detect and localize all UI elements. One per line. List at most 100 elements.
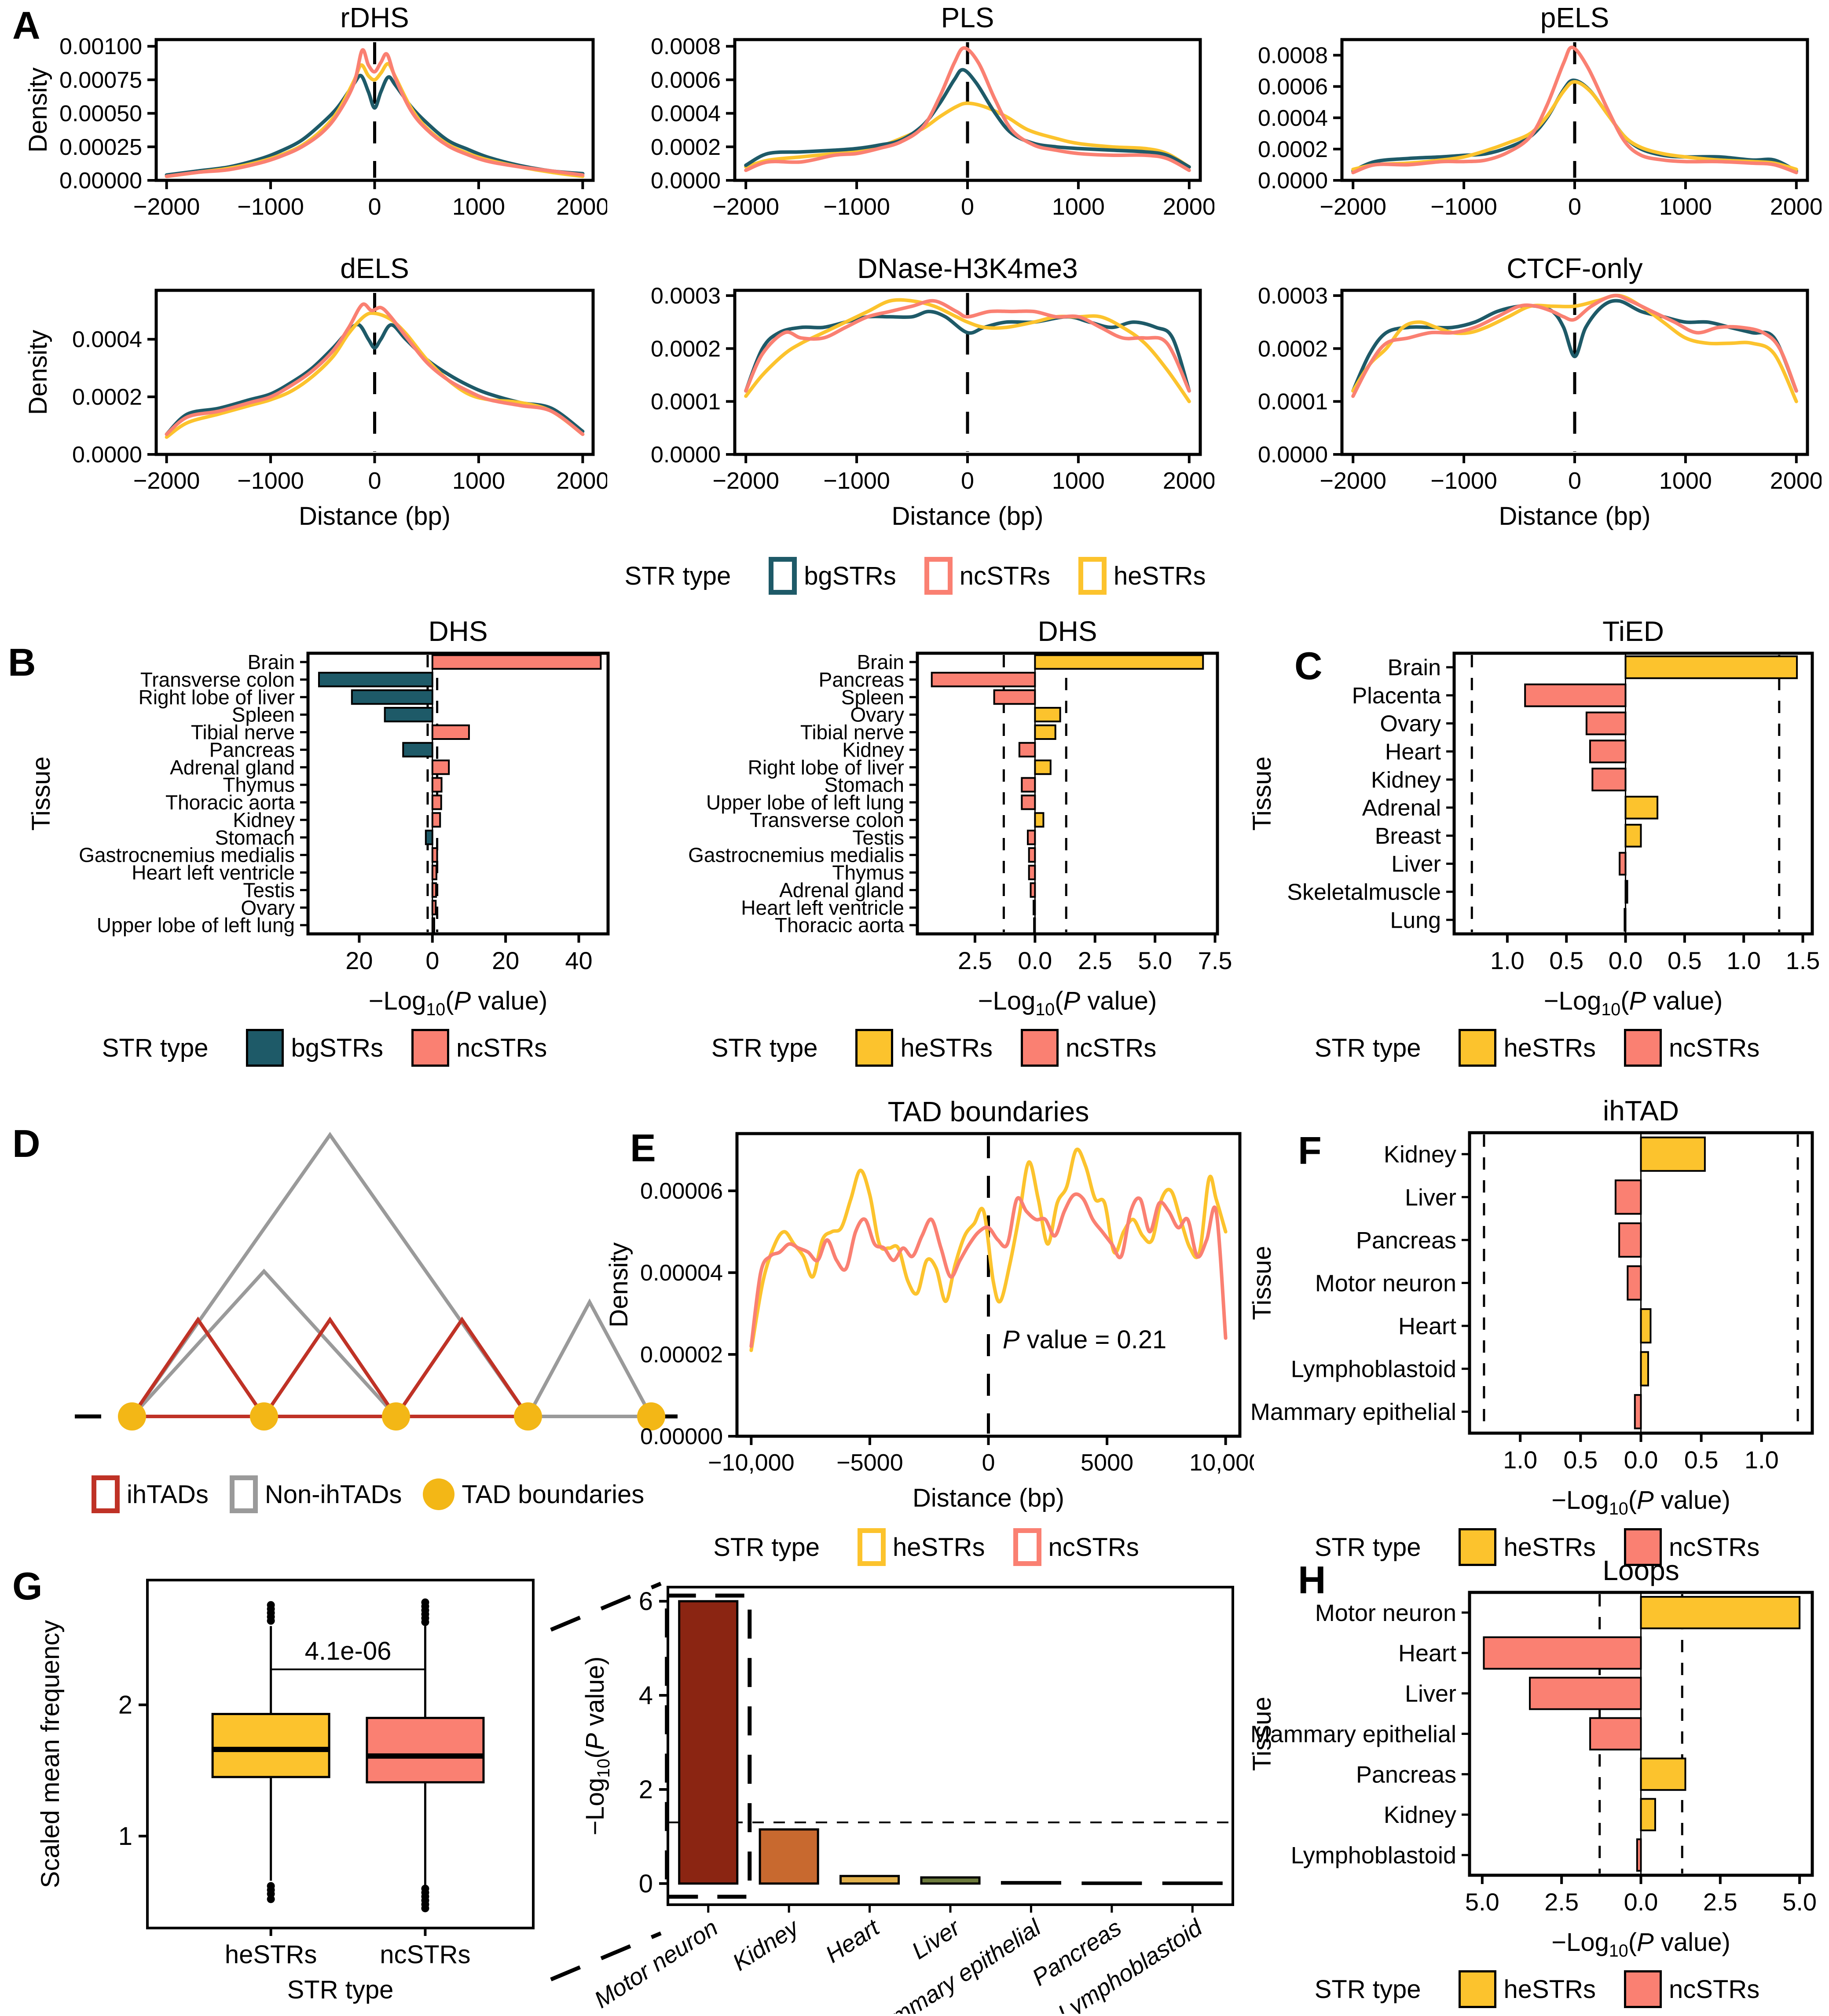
svg-text:0.0002: 0.0002 xyxy=(1258,137,1328,162)
svg-text:0.0002: 0.0002 xyxy=(651,135,721,160)
panel-b-dhs2: DHS Brain Pancreas Spleen Ovary Tibial nerve K… xyxy=(634,618,1234,1067)
svg-text:4: 4 xyxy=(639,1681,653,1710)
legend-label: heSTRs xyxy=(892,1533,985,1562)
svg-text:5000: 5000 xyxy=(1081,1449,1133,1476)
svg-text:0.5: 0.5 xyxy=(1549,947,1583,974)
legend-label: heSTRs xyxy=(900,1033,993,1062)
svg-text:−2000: −2000 xyxy=(1320,468,1386,494)
legend-label: heSTRs xyxy=(1503,1033,1596,1062)
legend-item-ncSTRs: ncSTRs xyxy=(1624,1528,1759,1566)
svg-text:Breast: Breast xyxy=(1375,823,1441,849)
bar-Pancreas xyxy=(1618,1222,1642,1258)
tad-schematic xyxy=(75,1132,691,1431)
ncSTRs-swatch xyxy=(1624,1029,1662,1067)
svg-text:Ovary: Ovary xyxy=(1380,711,1441,737)
svg-text:heSTRs: heSTRs xyxy=(225,1940,317,1969)
svg-text:0: 0 xyxy=(961,194,974,220)
svg-text:DHS: DHS xyxy=(428,618,487,647)
svg-text:Testis: Testis xyxy=(243,878,295,901)
svg-text:Brain: Brain xyxy=(857,651,904,673)
str-type-legend-b1: STR type bgSTRs ncSTRs xyxy=(102,1029,547,1067)
svg-text:Lung: Lung xyxy=(1390,907,1441,933)
svg-text:Pancreas: Pancreas xyxy=(209,738,295,761)
svg-text:1.0: 1.0 xyxy=(1490,947,1525,974)
svg-text:Heart left ventricle: Heart left ventricle xyxy=(741,896,904,919)
bar-Tibial nerve xyxy=(1034,724,1056,740)
series-bgSTRs xyxy=(165,322,585,436)
svg-text:Pancreas: Pancreas xyxy=(1356,1761,1456,1788)
bar-Lymphoblastoid xyxy=(1640,1351,1649,1387)
svg-text:Liver: Liver xyxy=(1405,1184,1456,1211)
svg-text:2000: 2000 xyxy=(1163,468,1214,494)
svg-text:Mammary epithelial: Mammary epithelial xyxy=(1250,1399,1456,1425)
series-ncSTRs xyxy=(165,48,585,178)
svg-text:−1000: −1000 xyxy=(1430,468,1497,494)
svg-text:0: 0 xyxy=(1568,194,1581,220)
svg-text:−Log10(P value): −Log10(P value) xyxy=(581,1657,613,1836)
svg-text:Adrenal gland: Adrenal gland xyxy=(170,756,295,779)
bar-Stomach xyxy=(425,830,433,845)
bar-Right lobe of liver xyxy=(1034,759,1052,775)
bar-Heart xyxy=(1640,1308,1652,1344)
svg-text:Loops: Loops xyxy=(1602,1557,1679,1586)
svg-text:2: 2 xyxy=(118,1691,132,1720)
legend-item-heSTRs: heSTRs xyxy=(1459,1029,1596,1067)
svg-text:5.0: 5.0 xyxy=(1465,1888,1499,1916)
legend-item-bgSTRs: bgSTRs xyxy=(246,1029,383,1067)
svg-text:Pancreas: Pancreas xyxy=(819,668,904,691)
series-heSTRs xyxy=(165,62,585,178)
loops-bar-chart: Loops Motor neuron Heart Liver Mammary epith… xyxy=(1248,1557,1817,1961)
svg-text:0.0: 0.0 xyxy=(1624,1888,1658,1916)
bar-Tibial nerve xyxy=(431,724,470,740)
svg-text:0.0004: 0.0004 xyxy=(1258,106,1328,131)
bar-Transverse colon xyxy=(1034,812,1045,828)
svg-text:Transverse colon: Transverse colon xyxy=(140,668,295,691)
bar-Upper lobe of left lung xyxy=(1021,794,1036,810)
svg-text:2000: 2000 xyxy=(556,194,607,220)
panel-a-dels-plot: dELS 0.0000 0.0002 0.0004 −2000 −1000 0 1000 200… xyxy=(18,254,607,545)
svg-text:0.0006: 0.0006 xyxy=(651,67,721,93)
bar-Thoracic aorta xyxy=(431,794,442,810)
svg-text:0.5: 0.5 xyxy=(1668,947,1702,974)
legend-item-Non-ihTADs: Non-ihTADs xyxy=(229,1475,402,1513)
svg-text:Heart: Heart xyxy=(821,1914,885,1968)
ncSTRs-swatch xyxy=(1624,1970,1662,2008)
legend-item-bgSTRs: bgSTRs xyxy=(769,557,896,595)
svg-text:0.0004: 0.0004 xyxy=(651,101,721,127)
svg-text:Kidney: Kidney xyxy=(1384,1142,1456,1168)
bar-Ovary xyxy=(1585,711,1627,735)
bar-Spleen xyxy=(993,689,1036,705)
svg-text:Density: Density xyxy=(24,67,52,152)
panel-a-legend-wrap: STR type bgSTRs ncSTRs heSTRs xyxy=(519,555,1311,595)
svg-text:2000: 2000 xyxy=(1163,194,1214,220)
svg-text:Kidney: Kidney xyxy=(233,809,295,831)
bar-Adrenal xyxy=(1624,796,1659,820)
svg-text:Ovary: Ovary xyxy=(850,703,904,726)
svg-text:1000: 1000 xyxy=(452,194,505,220)
svg-text:Tissue: Tissue xyxy=(1248,757,1276,831)
svg-text:TAD boundaries: TAD boundaries xyxy=(888,1098,1089,1127)
svg-text:Heart: Heart xyxy=(1398,1313,1456,1339)
legend-title: STR type xyxy=(1314,1975,1421,2004)
bar-Stomach xyxy=(1021,777,1036,793)
legend-title: STR type xyxy=(102,1033,209,1062)
svg-text:Adrenal: Adrenal xyxy=(1362,795,1441,821)
svg-text:0.5: 0.5 xyxy=(1563,1446,1598,1474)
svg-text:0.0002: 0.0002 xyxy=(651,336,721,362)
panel-label-c: C xyxy=(1294,644,1323,688)
legend-label: TAD boundaries xyxy=(462,1480,645,1509)
panel-label-b: B xyxy=(8,640,36,684)
bar-Kidney xyxy=(1640,1798,1656,1832)
svg-text:0: 0 xyxy=(639,1870,653,1898)
svg-text:Testis: Testis xyxy=(852,826,904,849)
svg-text:Right lobe of liver: Right lobe of liver xyxy=(139,686,295,709)
bar-Motor neuron xyxy=(1640,1596,1801,1629)
bar-Lymphoblastoid xyxy=(1162,1881,1223,1885)
svg-text:Gastrocnemius medialis: Gastrocnemius medialis xyxy=(79,844,295,867)
bar-Ovary xyxy=(1034,707,1061,723)
legend-label: ihTADs xyxy=(127,1480,209,1509)
heSTRs-swatch xyxy=(1459,1970,1497,2008)
panel-d-tad-diagram: ihTADs Non-ihTADs TAD boundaries xyxy=(18,1109,695,1513)
